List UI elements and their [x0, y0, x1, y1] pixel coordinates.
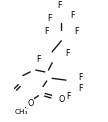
Text: F: F: [78, 84, 82, 93]
Text: F: F: [74, 27, 79, 36]
Text: F: F: [66, 92, 71, 101]
Text: F: F: [48, 14, 52, 23]
Text: O: O: [27, 98, 33, 107]
Text: O: O: [59, 95, 65, 104]
Text: F: F: [37, 55, 41, 64]
Text: CH₃: CH₃: [14, 109, 28, 115]
Text: F: F: [57, 1, 62, 10]
Text: F: F: [78, 73, 82, 82]
Text: F: F: [44, 27, 48, 36]
Text: F: F: [65, 49, 69, 58]
Text: F: F: [70, 11, 75, 20]
